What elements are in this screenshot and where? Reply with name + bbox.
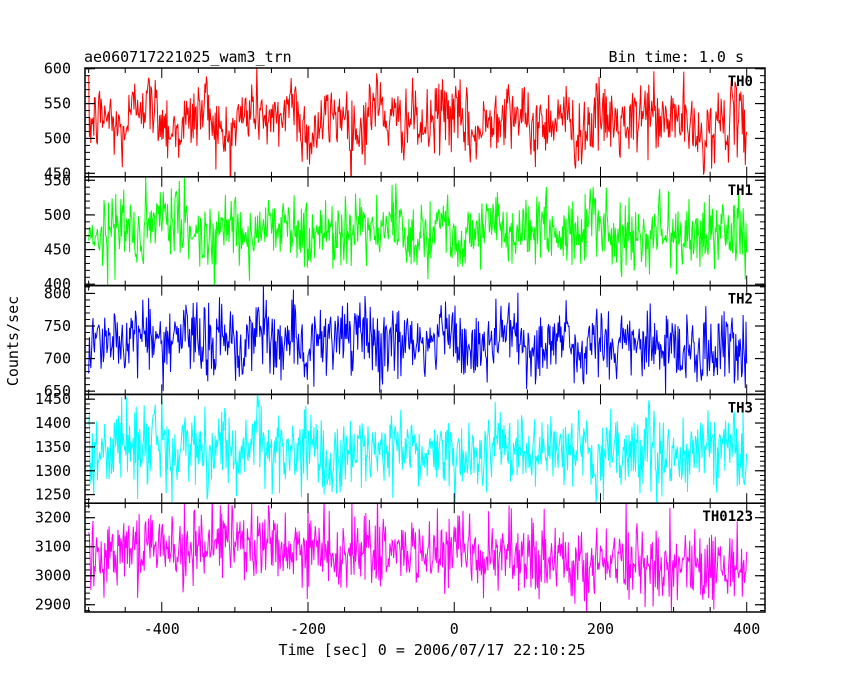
series-line-th3 <box>88 394 748 504</box>
y-tick-label: 750 <box>44 317 71 335</box>
series-line-th0123 <box>88 503 748 613</box>
y-tick-label: 700 <box>44 350 71 368</box>
x-tick-label: 0 <box>450 620 459 638</box>
panel-label-th3: TH3 <box>728 400 753 416</box>
panel-th0: 450 500 550 600 TH0 <box>44 60 766 182</box>
x-axis-label: Time [sec] 0 = 2006/07/17 22:10:25 <box>278 641 585 659</box>
chart-title: ae060717221025_wam3_trn <box>84 48 292 66</box>
y-tick-label: 450 <box>44 241 71 259</box>
series-line-th0 <box>88 68 748 177</box>
y-tick-label: 3100 <box>35 538 71 556</box>
bin-time-label: Bin time: 1.0 s <box>609 48 744 66</box>
panel-label-th1: TH1 <box>728 183 753 199</box>
panel-frame <box>84 67 766 178</box>
y-tick-label: 1400 <box>35 414 71 432</box>
panel-label-th0123: TH0123 <box>702 509 753 525</box>
panel-label-th0: TH0 <box>728 74 753 90</box>
y-tick-label: 1300 <box>35 462 71 480</box>
panel-label-th2: TH2 <box>728 292 753 308</box>
panel-th0123: 2900 3000 3100 3200 TH0123 <box>35 502 766 614</box>
x-axis: -400 -200 0 200 400 <box>144 620 761 638</box>
panel-frame <box>84 502 766 613</box>
y-tick-label: 500 <box>44 206 71 224</box>
y-tick-label: 600 <box>44 60 71 78</box>
y-tick-label: 3200 <box>35 509 71 527</box>
x-tick-label: 400 <box>733 620 760 638</box>
x-tick-label: -400 <box>144 620 180 638</box>
panel-th1: 400 450 500 550 TH1 <box>44 171 766 293</box>
y-tick-label: 800 <box>44 284 71 302</box>
y-tick-label: 1350 <box>35 438 71 456</box>
y-axis-label: Counts/sec <box>4 296 22 386</box>
y-tick-label: 550 <box>44 95 71 113</box>
x-tick-label: 200 <box>587 620 614 638</box>
series-line-th1 <box>88 176 748 286</box>
y-tick-label: 1450 <box>35 390 71 408</box>
panel-th2: 650 700 750 800 TH2 <box>44 284 766 400</box>
light-curve-panels: 450 500 550 600 TH0 400 450 500 550 TH1 650 700 750 8… <box>35 60 766 614</box>
panel-th3: 1250 1300 1350 1400 1450 TH3 <box>35 390 766 504</box>
y-tick-label: 400 <box>44 275 71 293</box>
y-tick-label: 450 <box>44 164 71 182</box>
series-line-th2 <box>88 285 748 395</box>
y-tick-label: 3000 <box>35 567 71 585</box>
panel-frame <box>84 284 766 396</box>
y-tick-label: 2900 <box>35 596 71 614</box>
y-tick-label: 500 <box>44 129 71 147</box>
y-tick-label: 550 <box>44 171 71 189</box>
y-tick-label: 650 <box>44 382 71 400</box>
x-tick-label: -200 <box>290 620 326 638</box>
y-tick-label: 1250 <box>35 486 71 504</box>
